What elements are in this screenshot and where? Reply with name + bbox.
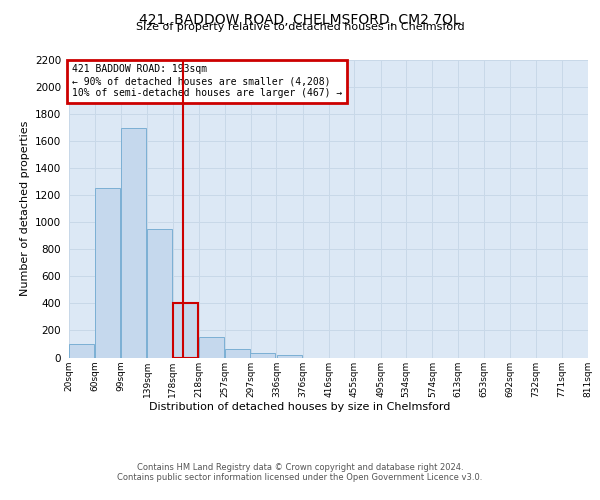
Text: Contains public sector information licensed under the Open Government Licence v3: Contains public sector information licen… xyxy=(118,474,482,482)
Bar xyxy=(277,355,302,358)
Text: Distribution of detached houses by size in Chelmsford: Distribution of detached houses by size … xyxy=(149,402,451,412)
Bar xyxy=(95,188,120,358)
Text: 421 BADDOW ROAD: 193sqm
← 90% of detached houses are smaller (4,208)
10% of semi: 421 BADDOW ROAD: 193sqm ← 90% of detache… xyxy=(71,64,342,98)
Text: Contains HM Land Registry data © Crown copyright and database right 2024.: Contains HM Land Registry data © Crown c… xyxy=(137,462,463,471)
Bar xyxy=(147,229,172,358)
Text: 421, BADDOW ROAD, CHELMSFORD, CM2 7QL: 421, BADDOW ROAD, CHELMSFORD, CM2 7QL xyxy=(139,12,461,26)
Bar xyxy=(225,350,250,358)
Text: Size of property relative to detached houses in Chelmsford: Size of property relative to detached ho… xyxy=(136,22,464,32)
Bar xyxy=(250,354,275,358)
Bar xyxy=(70,344,94,358)
Bar xyxy=(199,337,224,357)
Y-axis label: Number of detached properties: Number of detached properties xyxy=(20,121,29,296)
Bar xyxy=(173,304,198,358)
Bar xyxy=(121,128,146,358)
